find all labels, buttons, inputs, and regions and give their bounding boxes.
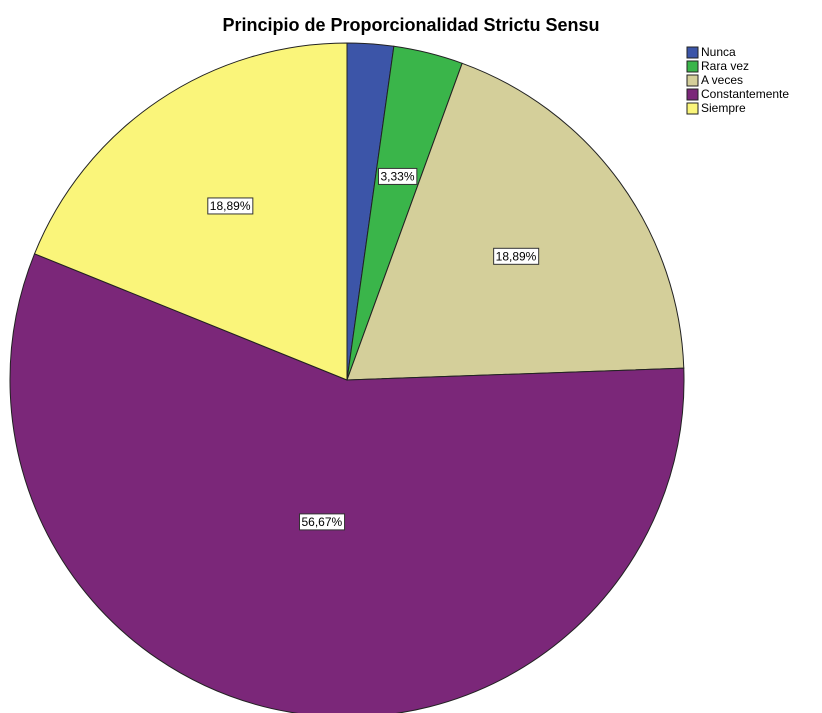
legend-swatch bbox=[686, 46, 699, 59]
legend-swatch bbox=[686, 74, 699, 87]
legend-swatch bbox=[686, 102, 699, 115]
legend-label: Constantemente bbox=[701, 87, 789, 101]
chart-title: Principio de Proporcionalidad Strictu Se… bbox=[222, 15, 599, 35]
data-label: 18,89% bbox=[496, 249, 537, 263]
legend-label: Nunca bbox=[701, 45, 736, 59]
legend-swatch bbox=[686, 60, 699, 73]
legend-label: Rara vez bbox=[701, 59, 749, 73]
label-box bbox=[377, 167, 418, 185]
label-box bbox=[207, 197, 254, 215]
data-label: 18,89% bbox=[210, 199, 251, 213]
pie-slice bbox=[9, 253, 685, 713]
label-box bbox=[299, 513, 346, 531]
legend-swatch bbox=[686, 88, 699, 101]
label-box bbox=[493, 247, 540, 265]
legend-label: Siempre bbox=[701, 101, 746, 115]
pie-slice bbox=[346, 62, 685, 381]
data-label: 3,33% bbox=[380, 169, 414, 183]
legend-label: A veces bbox=[701, 73, 743, 87]
pie-slice bbox=[33, 42, 348, 381]
data-label: 56,67% bbox=[302, 515, 343, 529]
